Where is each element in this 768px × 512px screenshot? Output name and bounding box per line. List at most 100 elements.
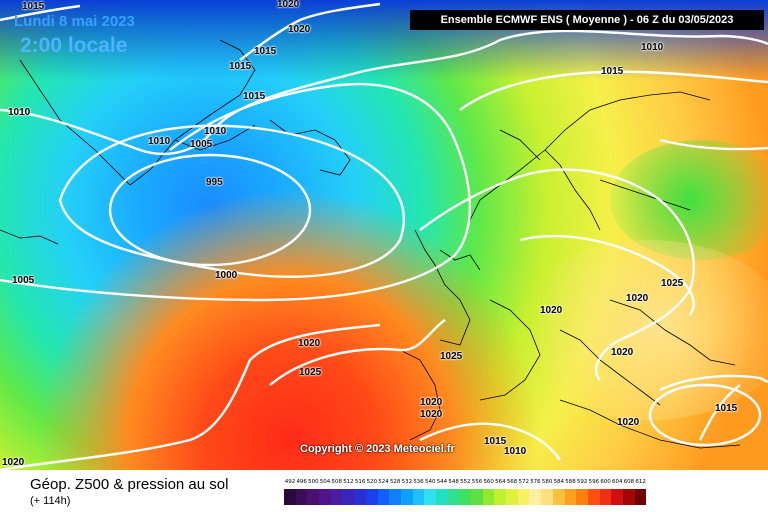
legend-cell: 564	[494, 478, 507, 508]
isobar-1015-east	[459, 70, 768, 111]
legend-swatch	[482, 489, 495, 505]
legend-value: 604	[612, 479, 623, 485]
isobar-label: 1020	[277, 0, 300, 10]
forecast-time: 2:00 locale	[20, 34, 128, 57]
isobar-1000	[58, 124, 406, 278]
legend-cell: 492	[284, 478, 296, 508]
legend-value: 584	[553, 479, 565, 485]
isobar-label: 1005	[12, 275, 35, 286]
isobar-1015-south	[419, 422, 561, 461]
legend-cell: 552	[459, 478, 471, 508]
legend-value: 496	[296, 479, 307, 485]
isobar-label: 1020	[420, 409, 443, 420]
legend-value: 520	[366, 479, 378, 485]
legend-cell: 516	[354, 478, 366, 508]
isobar-1025	[269, 319, 446, 386]
legend-swatch	[599, 489, 612, 505]
legend-swatch	[552, 489, 565, 505]
legend-value: 600	[600, 479, 611, 485]
legend-cell: 528	[389, 478, 401, 508]
color-legend: 492 496 500 504 508 512 516 520 524 528 532 536 540 5…	[284, 478, 647, 508]
legend-value: 524	[378, 479, 389, 485]
isobar-1010	[0, 29, 768, 156]
legend-value: 552	[460, 479, 471, 485]
isobar-label: 1010	[204, 126, 227, 137]
isobars	[0, 2, 768, 470]
legend-swatch	[377, 489, 390, 505]
legend-swatch	[389, 489, 401, 505]
legend-swatch	[529, 489, 542, 505]
legend-swatch	[564, 489, 577, 505]
legend-cell: 608	[622, 478, 635, 508]
legend-cell: 544	[435, 478, 448, 508]
legend-cell: 524	[377, 478, 390, 508]
legend-value: 580	[541, 479, 553, 485]
legend-value: 564	[495, 479, 506, 485]
legend-swatch	[506, 489, 518, 505]
isobar-label: 1010	[8, 107, 31, 118]
legend-cell: 512	[342, 478, 355, 508]
isobar-label: 1015	[243, 91, 266, 102]
chart-title: Géop. Z500 & pression au sol	[30, 476, 229, 493]
isobar-995	[108, 153, 312, 267]
legend-value: 596	[588, 479, 600, 485]
legend-cell: 532	[400, 478, 413, 508]
isobar-1025-europe	[519, 234, 695, 316]
legend-swatch	[412, 489, 425, 505]
legend-cell: 592	[576, 478, 588, 508]
isobar-label: 1005	[190, 139, 213, 150]
legend-swatch	[541, 489, 553, 505]
isobar-1015-se	[659, 374, 768, 392]
legend-cell: 588	[564, 478, 577, 508]
legend-value: 608	[623, 479, 635, 485]
legend-value: 504	[319, 479, 331, 485]
legend-swatch	[307, 489, 320, 505]
isobar-label: 1015	[484, 436, 507, 447]
isobar-label: 1015	[254, 46, 277, 57]
legend-swatch	[576, 489, 588, 505]
isobar-label: 995	[206, 177, 223, 188]
legend-value: 548	[448, 479, 459, 485]
legend-cell: 504	[319, 478, 331, 508]
isobar-label: 1010	[504, 446, 527, 457]
legend-swatch	[365, 489, 378, 505]
geopotential-ridge-southwest	[0, 190, 768, 470]
legend-value: 592	[576, 479, 588, 485]
footer-bar: Géop. Z500 & pression au sol (+ 114h) 49…	[0, 470, 768, 512]
legend-swatch	[622, 489, 635, 505]
isobar-label: 1020	[298, 338, 321, 349]
legend-value: 528	[389, 479, 401, 485]
legend-value: 516	[354, 479, 366, 485]
legend-value: 612	[635, 479, 646, 485]
isobar-label: 1020	[420, 397, 443, 408]
isobar-label: 1010	[148, 136, 171, 147]
isobar-label: 1020	[288, 24, 311, 35]
legend-cell: 508	[330, 478, 343, 508]
forecast-date: Lundi 8 mai 2023	[14, 13, 135, 30]
legend-value: 536	[413, 479, 424, 485]
isobar-label: 1025	[661, 278, 684, 289]
legend-swatch	[284, 489, 296, 505]
legend-cell: 600	[599, 478, 612, 508]
legend-value: 544	[436, 479, 448, 485]
legend-value: 512	[343, 479, 354, 485]
legend-cell: 596	[587, 478, 600, 508]
legend-swatch	[342, 489, 355, 505]
legend-cell: 560	[482, 478, 495, 508]
legend-cell: 580	[541, 478, 553, 508]
legend-cell: 576	[529, 478, 542, 508]
legend-cell: 612	[634, 478, 647, 508]
legend-cell: 536	[412, 478, 425, 508]
legend-cell: 584	[552, 478, 565, 508]
isobar-label: 1020	[611, 347, 634, 358]
legend-swatch	[517, 489, 530, 505]
legend-cell: 568	[506, 478, 518, 508]
legend-value: 508	[331, 479, 343, 485]
legend-swatch	[459, 489, 471, 505]
legend-swatch	[330, 489, 343, 505]
legend-value: 576	[530, 479, 541, 485]
legend-value: 560	[483, 479, 494, 485]
legend-value: 572	[518, 479, 530, 485]
legend-swatch	[471, 489, 483, 505]
